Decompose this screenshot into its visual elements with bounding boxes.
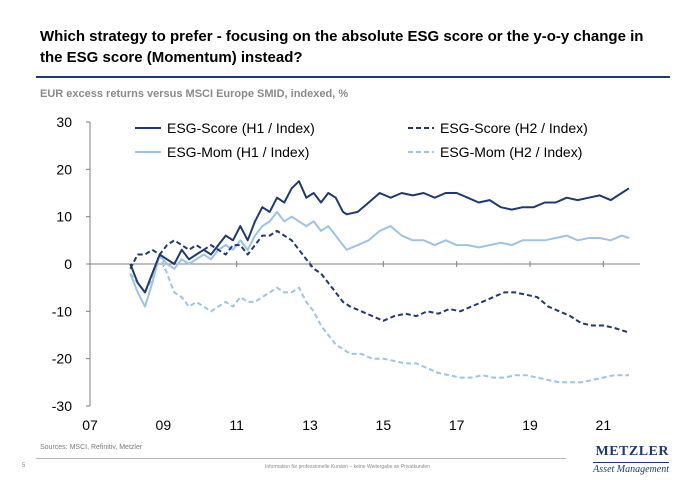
legend-label-2: ESG-Mom (H1 / Index)	[167, 144, 309, 160]
series-line-0	[129, 180, 630, 294]
series-line-2	[129, 210, 630, 308]
y-tick-label: 10	[56, 209, 72, 225]
x-tick-label: 13	[302, 417, 318, 433]
series-line-3	[129, 253, 629, 384]
chart-axes: 30 20 10 0 -10 -20 -30 07 09 11 13 15 17 19 21	[52, 114, 640, 433]
footer-rule	[36, 458, 566, 459]
legend-label-0: ESG-Score (H1 / Index)	[167, 120, 315, 136]
chart-lines	[129, 180, 630, 384]
disclaimer: Information für professionelle Kunden – …	[264, 464, 430, 470]
x-tick-label: 17	[449, 417, 465, 433]
legend-label-1: ESG-Score (H2 / Index)	[440, 120, 588, 136]
logo-line2: Asset Management	[593, 462, 669, 475]
y-tick-label: 0	[64, 256, 72, 272]
chart-legend: ESG-Score (H1 / Index) ESG-Score (H2 / In…	[135, 120, 588, 160]
x-tick-label: 15	[376, 417, 392, 433]
x-tick-label: 07	[82, 417, 98, 433]
y-tick-label: 20	[56, 161, 72, 177]
y-tick-label: -10	[52, 303, 72, 319]
page-number: 5	[22, 463, 26, 469]
sources-note: Sources: MSCI, Refinitiv, Metzler	[40, 444, 143, 451]
slide-title: Which strategy to prefer - focusing on t…	[40, 28, 644, 66]
y-tick-label: -20	[52, 351, 72, 367]
metzler-logo: METZLER Asset Management	[577, 445, 669, 477]
x-tick-label: 09	[156, 417, 172, 433]
x-tick-label: 19	[522, 417, 538, 433]
x-tick-label: 11	[229, 417, 244, 433]
y-tick-label: -30	[52, 398, 72, 414]
chart-subtitle: EUR excess returns versus MSCI Europe SM…	[40, 88, 349, 100]
title-rule	[36, 76, 670, 78]
y-tick-label: 30	[56, 114, 72, 130]
series-line-1	[129, 229, 630, 334]
x-tick-label: 21	[596, 417, 612, 433]
legend-label-3: ESG-Mom (H2 / Index)	[440, 144, 582, 160]
logo-line1: METZLER	[595, 444, 669, 459]
